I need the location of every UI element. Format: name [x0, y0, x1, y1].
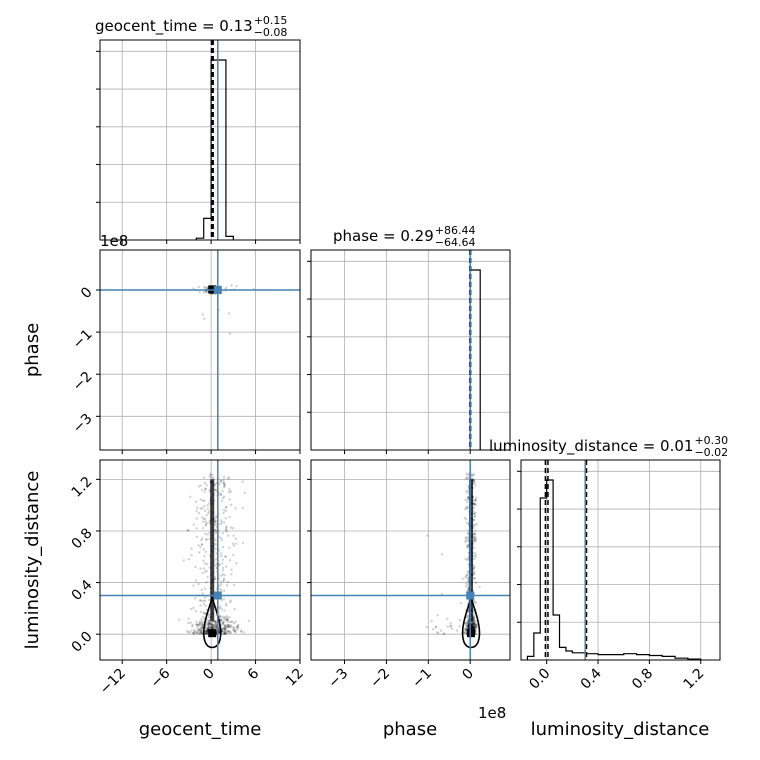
x-tick-label-phase: −1 — [409, 666, 435, 692]
histogram-geocent_time — [195, 40, 234, 240]
x-axis-label-luminosity_distance: luminosity_distance — [531, 719, 710, 740]
x-tick-label-phase: 0 — [459, 666, 477, 684]
x-tick-label-luminosity_distance: 0.8 — [629, 666, 656, 693]
truth-marker — [213, 286, 222, 294]
x-tick-label-geocent_time: −12 — [97, 666, 129, 698]
density-core — [469, 479, 474, 622]
hist-step-geocent_time — [195, 59, 234, 240]
contour — [202, 595, 222, 649]
y-axis-label-luminosity_distance: luminosity_distance — [22, 471, 43, 650]
x-axis-label-phase: phase — [383, 719, 437, 740]
x-tick-label-geocent_time: 12 — [283, 666, 307, 690]
title-luminosity_distance: luminosity_distance = 0.01 +0.30−0.02 — [489, 434, 728, 459]
title-text: geocent_time = 0.13 — [95, 17, 253, 36]
panel-frame — [310, 459, 511, 661]
title-phase: phase = 0.29 +86.44−64.64 — [333, 224, 476, 249]
title-minus-error: −0.08 — [254, 26, 288, 39]
panel-frame — [310, 249, 511, 451]
y-axis-label-phase: phase — [22, 323, 43, 377]
title-geocent_time: geocent_time = 0.13 +0.15−0.08 — [95, 14, 287, 39]
histogram-luminosity_distance — [526, 460, 702, 660]
title-text: phase = 0.29 — [333, 227, 434, 245]
y-tick-label-luminosity_distance: 0.0 — [69, 629, 96, 656]
scatter-phase-vs-luminosity_distance — [311, 460, 510, 660]
title-text: luminosity_distance = 0.01 — [489, 437, 693, 456]
title-plus-error: +0.30 — [694, 434, 728, 447]
y-tick-label-phase: −3 — [70, 411, 96, 437]
x-tick-label-luminosity_distance: 1.2 — [681, 666, 708, 693]
panel-geocent_time-vs-phase — [100, 250, 301, 450]
x-tick-label-luminosity_distance: 0.4 — [578, 665, 605, 692]
offset-label-phase-x: 1e8 — [478, 704, 506, 722]
y-tick-label-luminosity_distance: 1.2 — [69, 474, 96, 501]
hist-step-luminosity_distance — [526, 479, 702, 660]
density-peak-marker — [208, 629, 217, 638]
scatter-geocent_time-vs-luminosity_distance — [100, 460, 300, 660]
scatter-points — [192, 284, 255, 335]
x-tick-label-phase: −3 — [325, 666, 351, 692]
panel-luminosity_distance-hist — [521, 460, 720, 660]
panel-frame — [99, 39, 301, 241]
hist-step-phase — [469, 269, 481, 450]
y-tick-label-phase: 0 — [78, 284, 96, 302]
x-tick-label-luminosity_distance: 0.0 — [526, 666, 553, 693]
y-tick-label-phase: −2 — [70, 369, 96, 395]
title-plus-error: +0.15 — [254, 14, 288, 27]
title-plus-error: +86.44 — [435, 224, 476, 237]
panel-frame — [99, 249, 301, 451]
title-minus-error: −0.02 — [694, 446, 728, 459]
x-axis-label-geocent_time: geocent_time — [139, 719, 262, 740]
x-tick-label-phase: −2 — [367, 666, 393, 692]
y-tick-label-luminosity_distance: 0.8 — [69, 525, 96, 552]
panel-frame — [520, 459, 721, 661]
scatter-geocent_time-vs-phase — [100, 250, 300, 450]
truth-marker — [466, 591, 475, 600]
y-tick-label-phase: −1 — [70, 326, 96, 352]
title-minus-error: −64.64 — [435, 236, 476, 249]
panel-geocent_time-hist — [100, 40, 301, 240]
x-tick-label-geocent_time: 6 — [245, 665, 263, 683]
offset-label-phase-y: 1e8 — [100, 232, 128, 250]
density-peak-marker — [467, 629, 476, 638]
contour — [461, 595, 481, 649]
x-tick-label-geocent_time: 0 — [200, 666, 218, 684]
truth-marker — [213, 591, 222, 600]
y-tick-label-luminosity_distance: 0.4 — [69, 577, 96, 604]
density-core — [210, 479, 215, 622]
panel-frame — [99, 459, 301, 661]
histogram-phase — [469, 250, 481, 450]
x-tick-label-geocent_time: −6 — [148, 665, 174, 691]
